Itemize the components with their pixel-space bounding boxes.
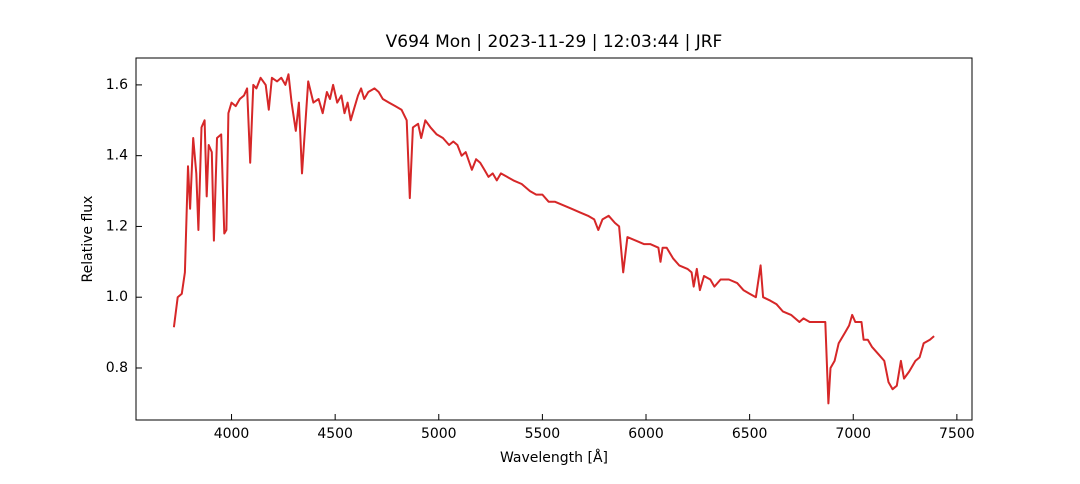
x-tick-label: 5500	[525, 426, 561, 442]
x-tick-label: 7000	[835, 426, 871, 442]
x-tick-label: 6500	[732, 426, 768, 442]
x-axis-label: Wavelength [Å]	[500, 449, 608, 466]
y-tick-label: 1.2	[106, 218, 128, 234]
x-tick-label: 6000	[628, 426, 664, 442]
x-tick-label: 4500	[317, 426, 353, 442]
plot-frame	[135, 57, 973, 421]
y-tick-label: 1.4	[106, 148, 128, 164]
x-tick-label: 7500	[939, 426, 975, 442]
spectrum-line	[172, 73, 935, 405]
x-tick-label: 4000	[214, 426, 250, 442]
chart-title: V694 Mon | 2023-11-29 | 12:03:44 | JRF	[386, 32, 723, 52]
y-tick-label: 1.0	[106, 289, 128, 305]
y-tick-label: 0.8	[106, 360, 128, 376]
x-tick-label: 5000	[421, 426, 457, 442]
y-tick-label: 1.6	[106, 77, 128, 93]
y-axis-label: Relative flux	[80, 196, 96, 283]
